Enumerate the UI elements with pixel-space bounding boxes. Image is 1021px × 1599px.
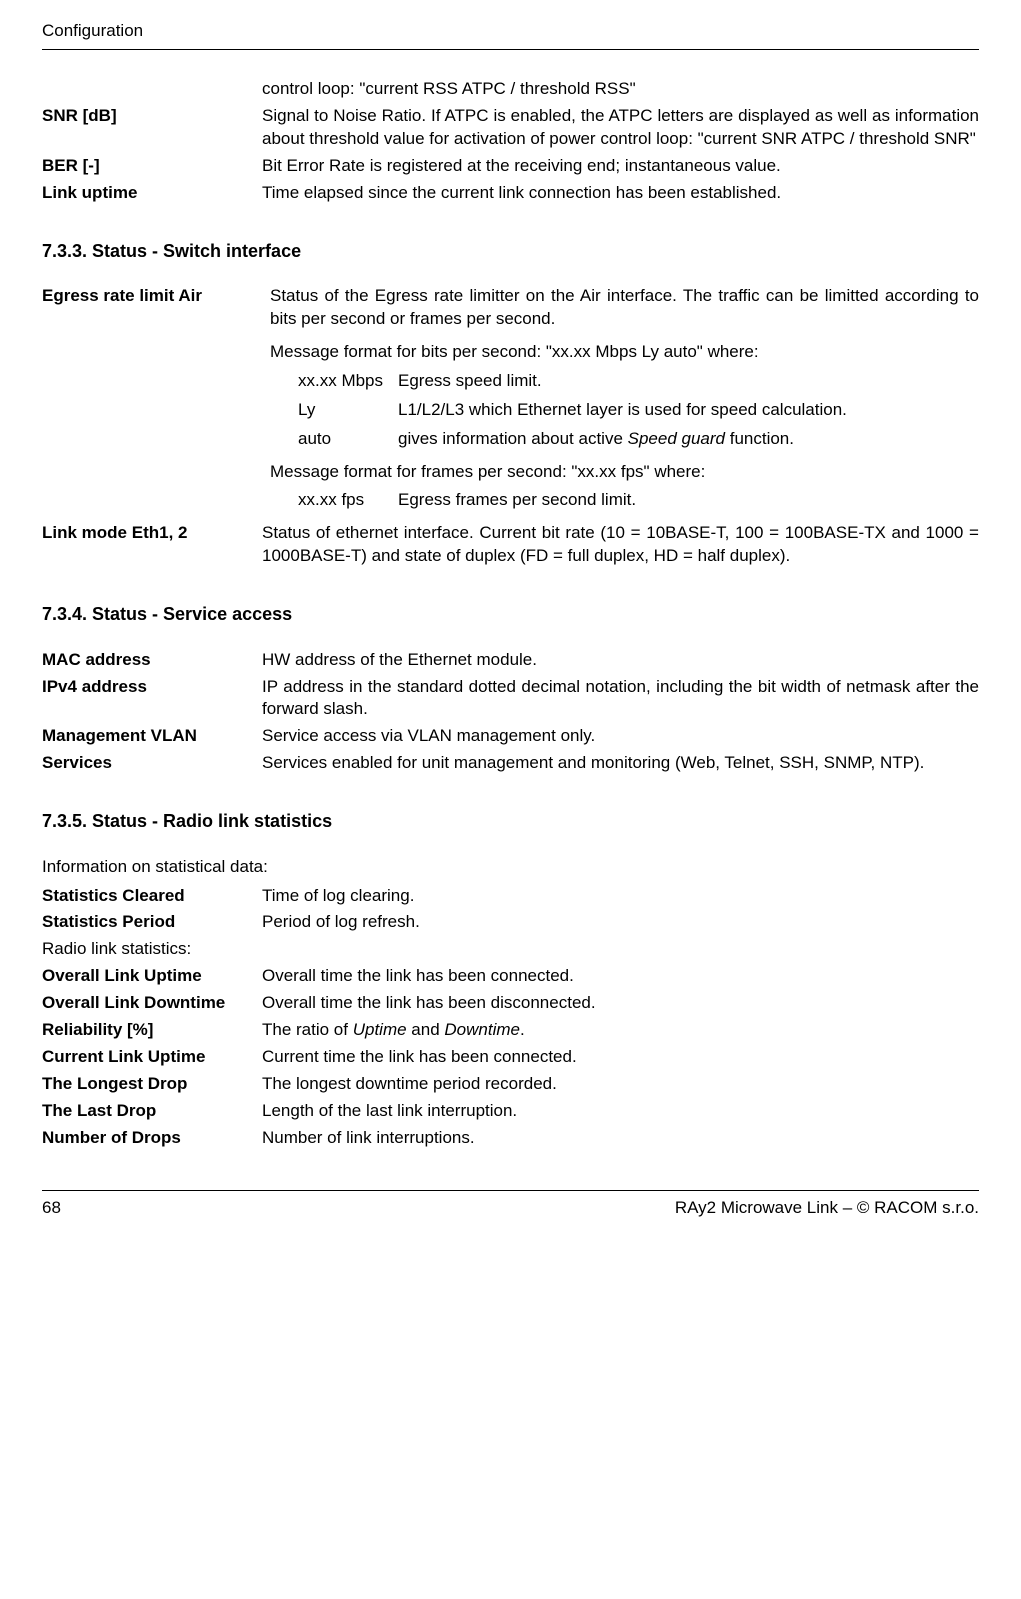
rel-post: . [520, 1020, 525, 1039]
def-reliability: The ratio of Uptime and Downtime. [262, 1019, 979, 1042]
sub-def: L1/L2/L3 which Ethernet layer is used fo… [398, 399, 979, 422]
term-ipv4: IPv4 address [42, 676, 262, 722]
sub-def: Egress frames per second limit. [398, 489, 979, 512]
def-mac: HW address of the Ethernet module. [262, 649, 979, 672]
definition-row: Egress rate limit Air Status of the Egre… [42, 285, 979, 517]
definition-row: IPv4 address IP address in the standard … [42, 676, 979, 722]
term-num-drops: Number of Drops [42, 1127, 262, 1150]
sub-def-pre: gives information about active [398, 429, 628, 448]
def-link-uptime: Time elapsed since the current link conn… [262, 182, 979, 205]
empty-def [262, 938, 979, 961]
heading-7-3-4: 7.3.4. Status - Service access [42, 602, 979, 626]
definition-row: Overall Link Uptime Overall time the lin… [42, 965, 979, 988]
term-linkmode: Link mode Eth1, 2 [42, 522, 262, 568]
sub-def: gives information about active Speed gua… [398, 428, 979, 451]
msg-bits: Message format for bits per second: "xx.… [270, 341, 979, 364]
def-current-uptime: Current time the link has been connected… [262, 1046, 979, 1069]
def-ber: Bit Error Rate is registered at the rece… [262, 155, 979, 178]
term-services: Services [42, 752, 262, 775]
heading-7-3-5: 7.3.5. Status - Radio link statistics [42, 809, 979, 833]
term-overall-downtime: Overall Link Downtime [42, 992, 262, 1015]
footer-right: RAy2 Microwave Link – © RACOM s.r.o. [675, 1197, 979, 1220]
definition-row: Link mode Eth1, 2 Status of ethernet int… [42, 522, 979, 568]
sub-def-post: function. [725, 429, 794, 448]
definition-row: Link uptime Time elapsed since the curre… [42, 182, 979, 205]
def-num-drops: Number of link interruptions. [262, 1127, 979, 1150]
egress-intro: Status of the Egress rate limitter on th… [270, 285, 979, 331]
definition-row: MAC address HW address of the Ethernet m… [42, 649, 979, 672]
rel-mid: and [407, 1020, 445, 1039]
term-current-uptime: Current Link Uptime [42, 1046, 262, 1069]
term-stats-cleared: Statistics Cleared [42, 885, 262, 908]
sub-term: auto [298, 428, 398, 451]
term-ber: BER [-] [42, 155, 262, 178]
sub-row: xx.xx fps Egress frames per second limit… [298, 489, 979, 512]
linkmode-text: Status of ethernet interface. Current bi… [262, 522, 979, 568]
def-stats-period: Period of log refresh. [262, 911, 979, 934]
definition-row: BER [-] Bit Error Rate is registered at … [42, 155, 979, 178]
sub-def: Egress speed limit. [398, 370, 979, 393]
sub-term: xx.xx fps [298, 489, 398, 512]
def-ipv4: IP address in the standard dotted decima… [262, 676, 979, 722]
def-overall-uptime: Overall time the link has been connected… [262, 965, 979, 988]
sub-term: xx.xx Mbps [298, 370, 398, 393]
rel-pre: The ratio of [262, 1020, 353, 1039]
page-number: 68 [42, 1197, 61, 1220]
term-last-drop: The Last Drop [42, 1100, 262, 1123]
term-overall-uptime: Overall Link Uptime [42, 965, 262, 988]
def-linkmode: Status of ethernet interface. Current bi… [262, 522, 979, 568]
definition-row: Overall Link Downtime Overall time the l… [42, 992, 979, 1015]
def-overall-downtime: Overall time the link has been disconnec… [262, 992, 979, 1015]
term-longest-drop: The Longest Drop [42, 1073, 262, 1096]
def-longest-drop: The longest downtime period recorded. [262, 1073, 979, 1096]
term-link-uptime: Link uptime [42, 182, 262, 205]
header-title: Configuration [42, 21, 143, 40]
definition-row: Radio link statistics: [42, 938, 979, 961]
stats-intro: Information on statistical data: [42, 856, 979, 879]
sub-def-em: Speed guard [628, 429, 725, 448]
definition-row: Statistics Cleared Time of log clearing. [42, 885, 979, 908]
def-mgmt-vlan: Service access via VLAN management only. [262, 725, 979, 748]
sub-row: auto gives information about active Spee… [298, 428, 979, 451]
radio-link-stats-label: Radio link statistics: [42, 938, 262, 961]
sub-row: Ly L1/L2/L3 which Ethernet layer is used… [298, 399, 979, 422]
term-mac: MAC address [42, 649, 262, 672]
term-stats-period: Statistics Period [42, 911, 262, 934]
def-stats-cleared: Time of log clearing. [262, 885, 979, 908]
sub-term: Ly [298, 399, 398, 422]
page-footer: 68 RAy2 Microwave Link – © RACOM s.r.o. [42, 1190, 979, 1220]
msg-fps: Message format for frames per second: "x… [270, 461, 979, 484]
definition-row: SNR [dB] Signal to Noise Ratio. If ATPC … [42, 105, 979, 151]
rel-em2: Downtime [444, 1020, 520, 1039]
term-reliability: Reliability [%] [42, 1019, 262, 1042]
term-mgmt-vlan: Management VLAN [42, 725, 262, 748]
sub-row: xx.xx Mbps Egress speed limit. [298, 370, 979, 393]
term-snr: SNR [dB] [42, 105, 262, 151]
definition-row: Current Link Uptime Current time the lin… [42, 1046, 979, 1069]
definition-row: Services Services enabled for unit manag… [42, 752, 979, 775]
def-last-drop: Length of the last link interruption. [262, 1100, 979, 1123]
rel-em1: Uptime [353, 1020, 407, 1039]
definition-row: Reliability [%] The ratio of Uptime and … [42, 1019, 979, 1042]
def-snr: Signal to Noise Ratio. If ATPC is enable… [262, 105, 979, 151]
definition-row: The Last Drop Length of the last link in… [42, 1100, 979, 1123]
definition-row: Management VLAN Service access via VLAN … [42, 725, 979, 748]
control-loop-line: control loop: "current RSS ATPC / thresh… [262, 78, 979, 101]
page: Configuration control loop: "current RSS… [0, 0, 1021, 1238]
definition-row: Statistics Period Period of log refresh. [42, 911, 979, 934]
definition-row: The Longest Drop The longest downtime pe… [42, 1073, 979, 1096]
def-egress: Status of the Egress rate limitter on th… [262, 285, 979, 517]
def-services: Services enabled for unit management and… [262, 752, 979, 775]
definition-row: Number of Drops Number of link interrupt… [42, 1127, 979, 1150]
term-egress: Egress rate limit Air [42, 285, 262, 517]
heading-7-3-3: 7.3.3. Status - Switch interface [42, 239, 979, 263]
page-header: Configuration [42, 20, 979, 50]
